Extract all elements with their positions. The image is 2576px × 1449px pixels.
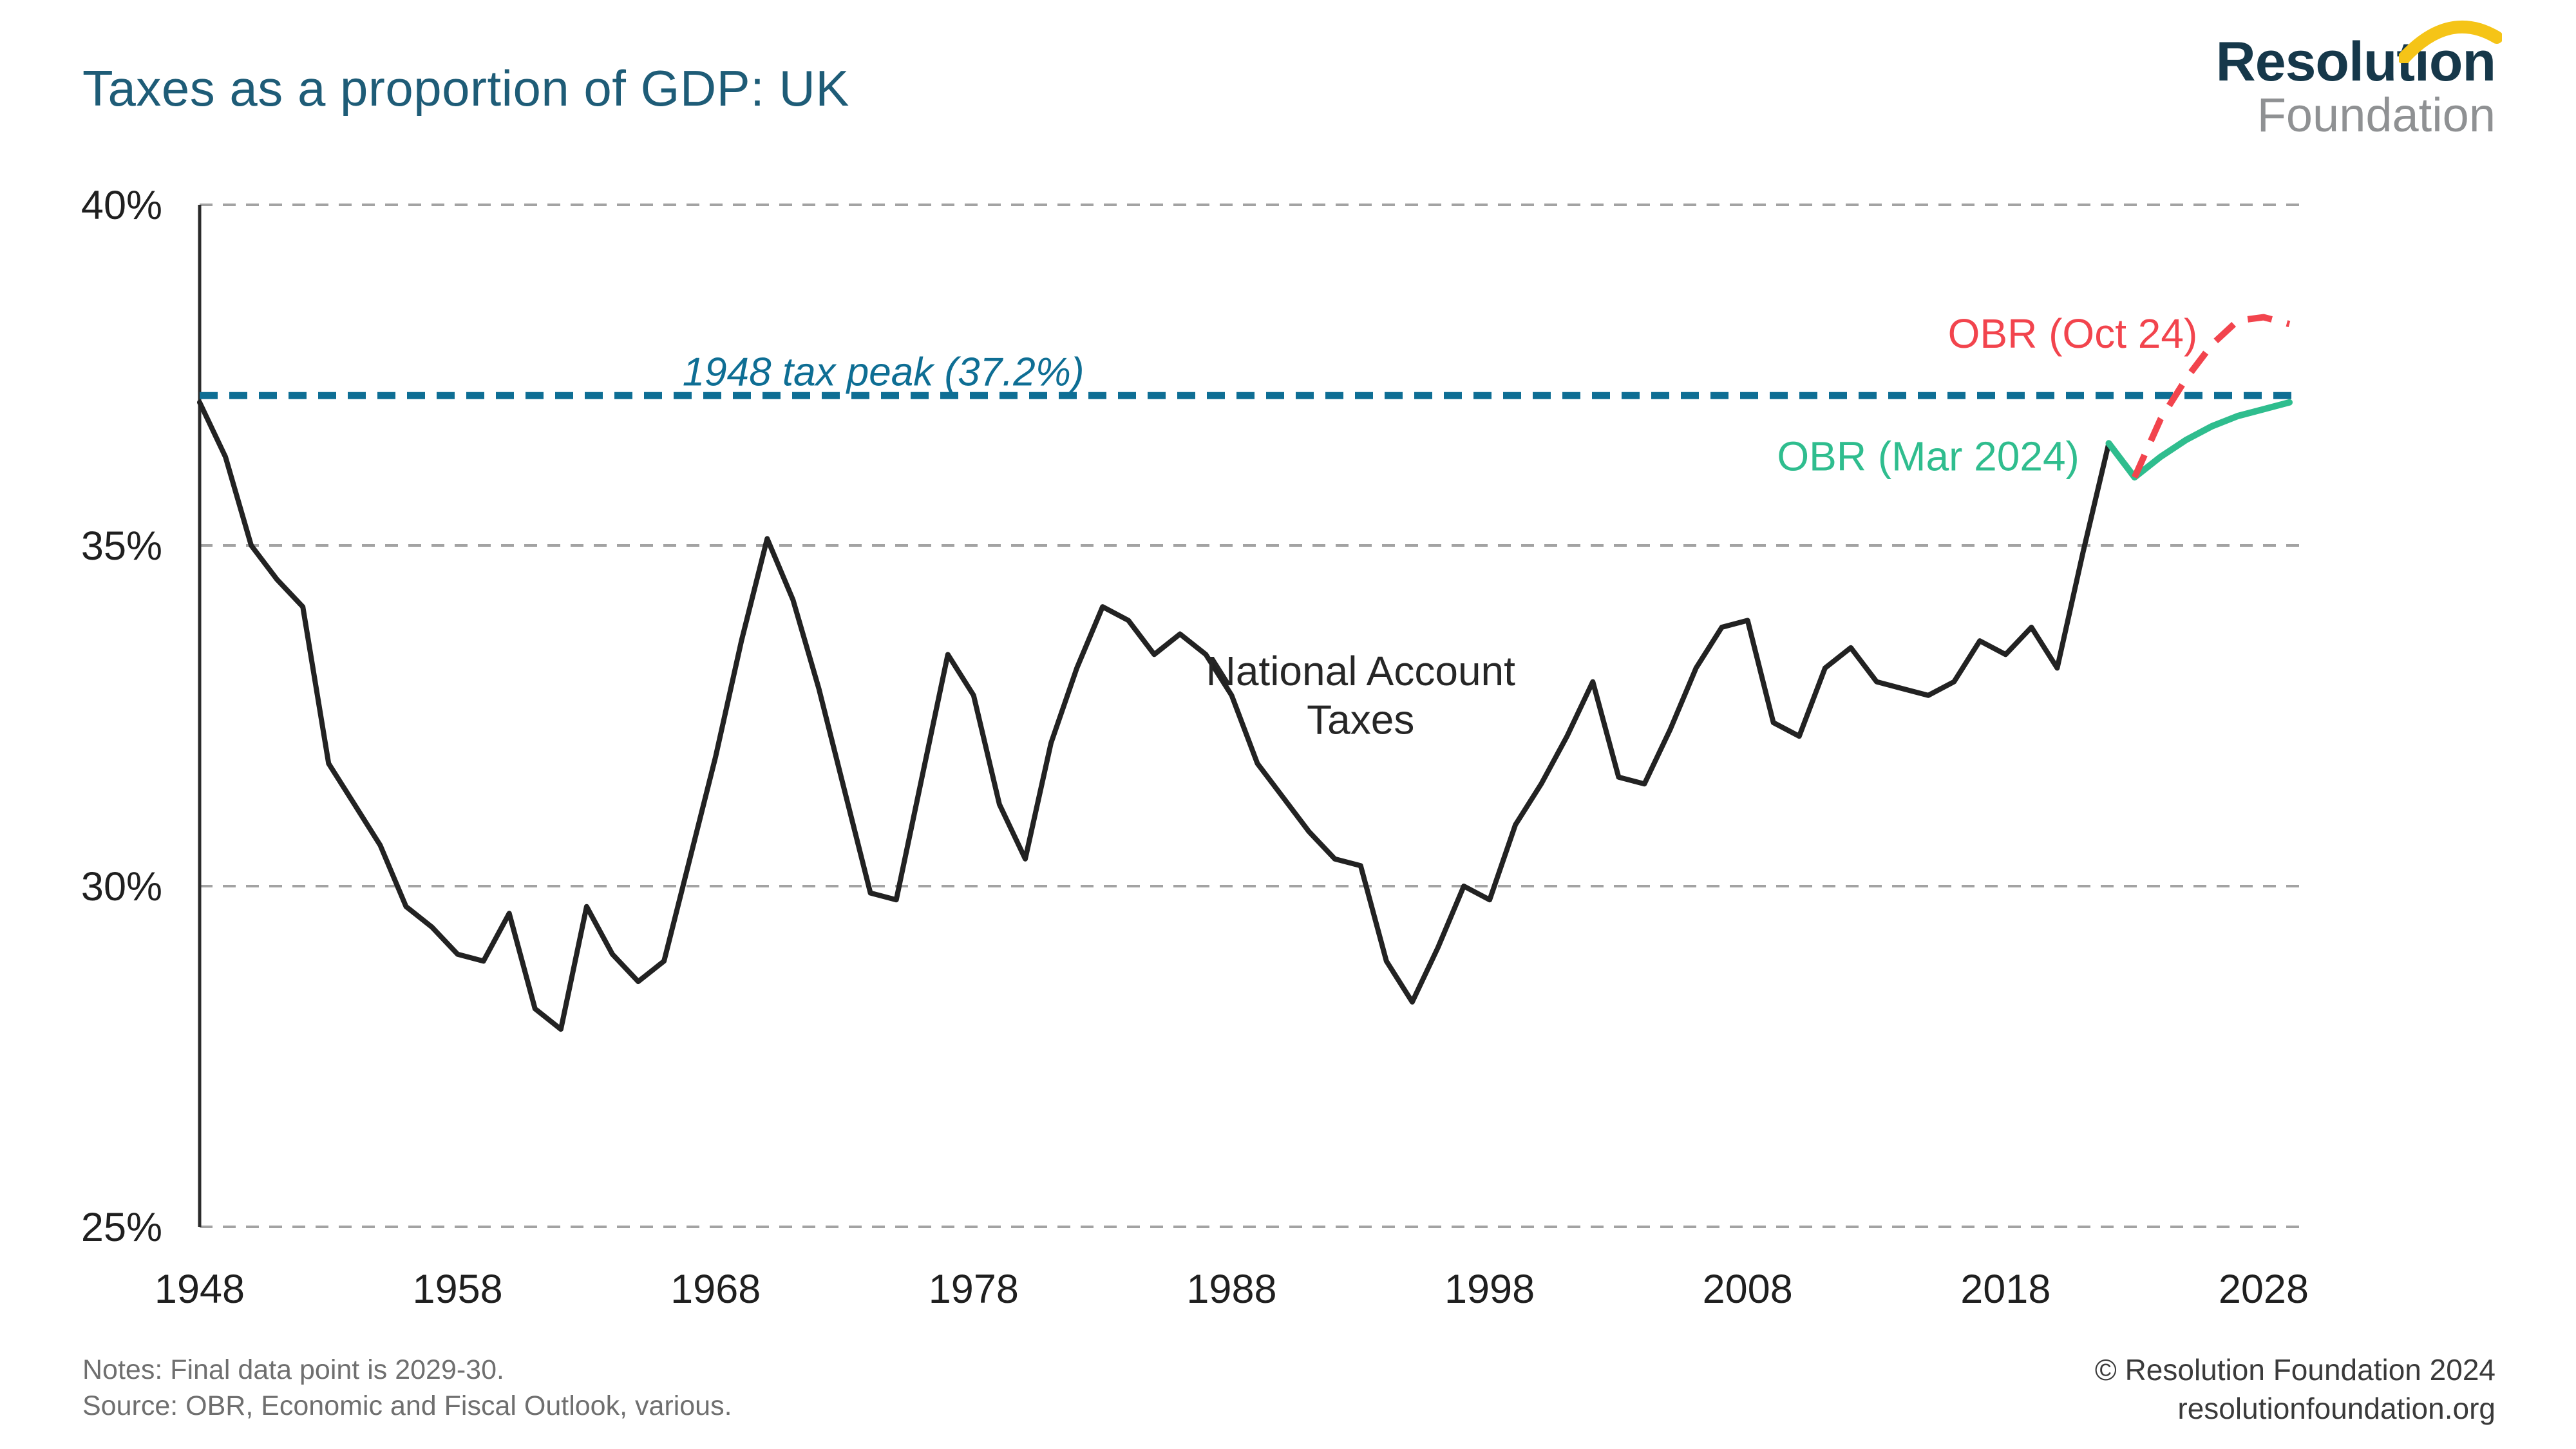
y-tick-label-25: 25%: [81, 1205, 162, 1250]
resolution-foundation-logo: Resolution Foundation: [2215, 20, 2502, 142]
website-line: resolutionfoundation.org: [2177, 1391, 2496, 1425]
chart-notes: Notes: Final data point is 2029-30. Sour…: [82, 1352, 732, 1425]
y-tick-label-40: 40%: [81, 183, 162, 228]
logo-accent-icon: [2399, 20, 2502, 63]
x-tick-label-1988: 1988: [1186, 1267, 1276, 1312]
notes-line: Notes: Final data point is 2029-30.: [82, 1354, 504, 1385]
x-tick-label-1948: 1948: [155, 1267, 245, 1312]
x-tick-label-1978: 1978: [929, 1267, 1019, 1312]
annotation-obr-mar-2024: OBR (Mar 2024): [1777, 433, 2079, 480]
page-title: Taxes as a proportion of GDP: UK: [82, 60, 849, 117]
x-tick-label-2028: 2028: [2219, 1267, 2309, 1312]
logo-line2: Foundation: [2257, 88, 2496, 142]
y-tick-label-30: 30%: [81, 864, 162, 909]
y-tick-label-35: 35%: [81, 524, 162, 569]
x-tick-label-1968: 1968: [670, 1267, 761, 1312]
x-tick-label-2008: 2008: [1703, 1267, 1793, 1312]
copyright-line: © Resolution Foundation 2024: [2094, 1353, 2496, 1387]
series-line-national-account-taxes: [197, 399, 2112, 1032]
x-tick-label-1958: 1958: [413, 1267, 503, 1312]
series-line-obr-oct-24: [2132, 314, 2291, 479]
logo-line1: Resolution: [2215, 31, 2496, 93]
x-tick-label-1998: 1998: [1444, 1267, 1535, 1312]
chart-credit: © Resolution Foundation 2024 resolutionf…: [2095, 1351, 2496, 1428]
annotation-obr-oct-24: OBR (Oct 24): [1948, 310, 2198, 357]
annotation-1948-tax-peak-37-2: 1948 tax peak (37.2%): [683, 350, 1084, 394]
x-tick-label-2018: 2018: [1960, 1267, 2050, 1312]
source-line: Source: OBR, Economic and Fiscal Outlook…: [82, 1390, 732, 1421]
annotation-national-account: National Account Taxes: [1206, 648, 1516, 743]
series-line-obr-mar-2024: [2105, 399, 2293, 481]
